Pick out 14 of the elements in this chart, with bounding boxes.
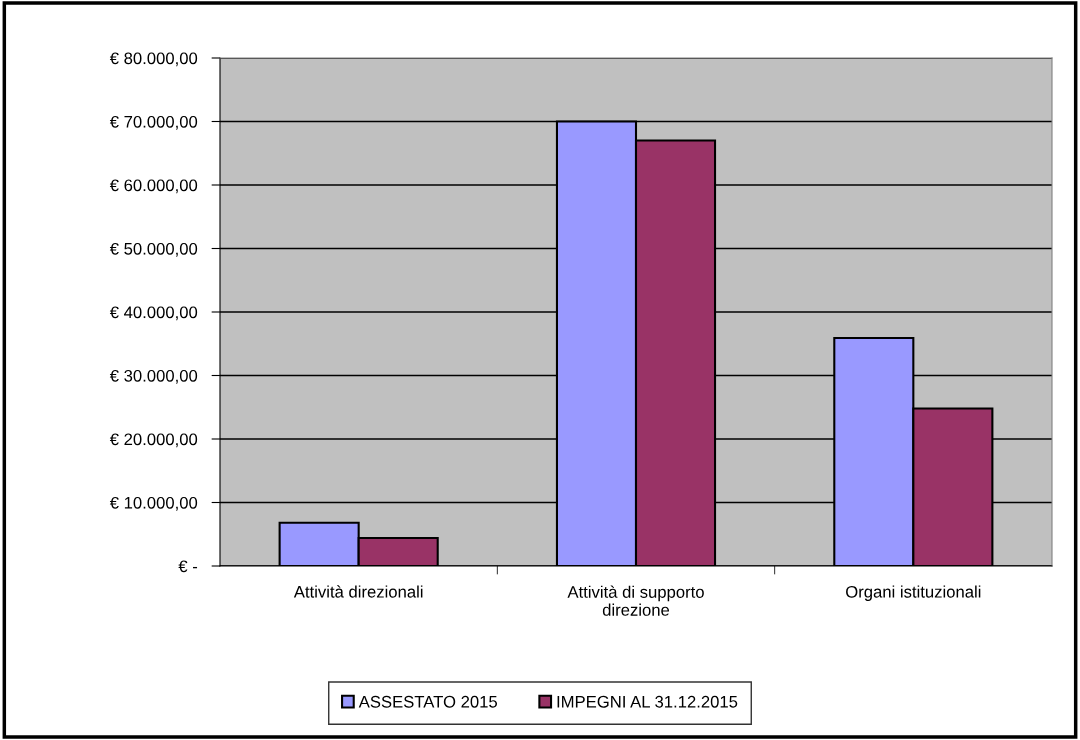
y-tick-label: € 70.000,00 (109, 115, 198, 130)
legend-label: ASSESTATO 2015 (358, 695, 498, 708)
legend-label: IMPEGNI AL 31.12.2015 (557, 695, 738, 708)
y-tick-label: € 40.000,00 (109, 306, 198, 321)
x-tick-label: Attività direzionali (293, 585, 423, 598)
y-tick-label: € 60.000,00 (109, 179, 198, 194)
y-tick-label: € 30.000,00 (109, 369, 198, 384)
x-tick-label: Attività di supporto direzione (567, 585, 704, 616)
y-tick-label: € 50.000,00 (109, 242, 198, 257)
y-tick-label: € 10.000,00 (109, 496, 198, 511)
y-tick-label: € 80.000,00 (109, 52, 198, 67)
y-tick-label: € 20.000,00 (109, 433, 198, 448)
y-tick-label: € - (178, 560, 198, 573)
x-tick-label: Organi istituzionali (846, 585, 981, 601)
